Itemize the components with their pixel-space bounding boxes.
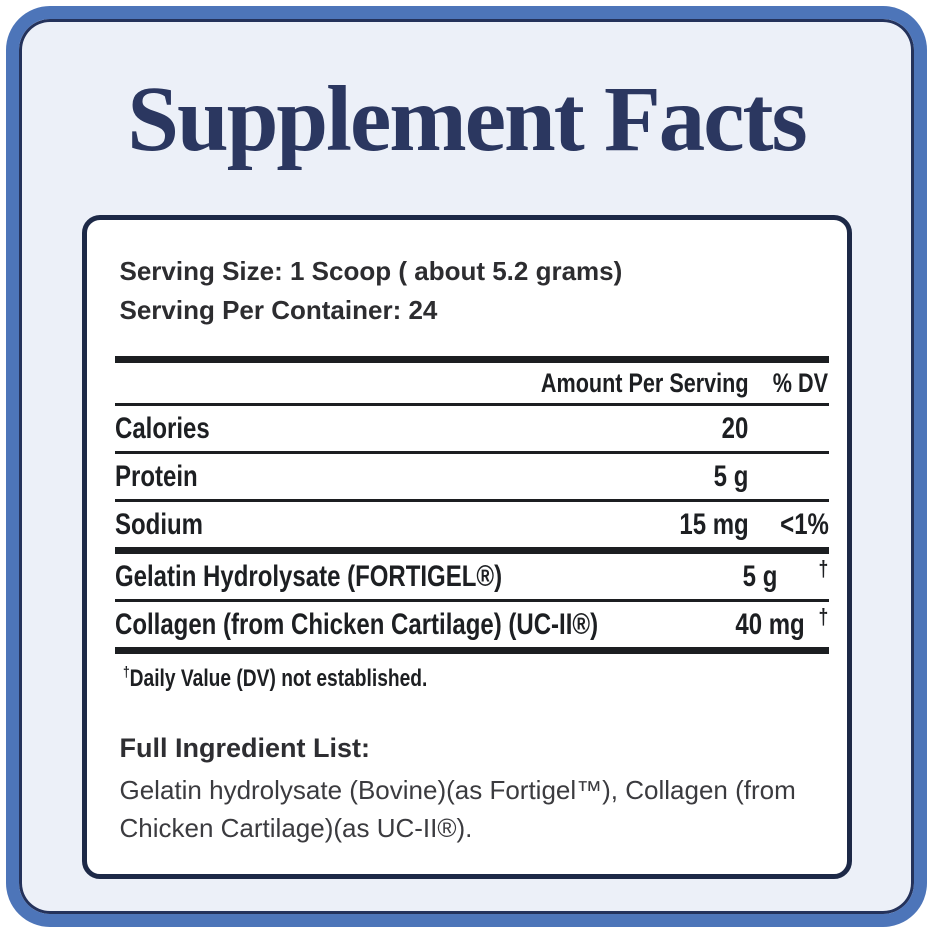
divider-thick	[114, 356, 829, 364]
divider-thin	[114, 499, 829, 503]
divider-thick	[114, 547, 829, 555]
nutrient-amount: 40 mg	[735, 607, 806, 641]
footnote-text: Daily Value (DV) not established.	[129, 665, 427, 693]
supplement-facts-panel: Serving Size: 1 Scoop ( about 5.2 grams)…	[81, 215, 852, 879]
nutrient-dv: †	[818, 603, 829, 629]
column-header-dv: % DV	[773, 367, 829, 398]
table-row: Gelatin Hydrolysate (FORTIGEL®) 5 g †	[115, 554, 829, 599]
table-row: Collagen (from Chicken Cartilage) (UC-II…	[115, 602, 829, 647]
ingredients-section: Full Ingredient List: Gelatin hydrolysat…	[120, 733, 829, 847]
ingredients-text: Gelatin hydrolysate (Bovine)(as Fortigel…	[119, 775, 796, 843]
dagger-symbol: †	[122, 664, 130, 682]
label-frame: Supplement Facts Serving Size: 1 Scoop (…	[6, 6, 927, 927]
nutrient-name: Protein	[114, 459, 198, 493]
nutrient-name: Collagen (from Chicken Cartilage) (UC-II…	[114, 607, 598, 641]
ingredients-heading: Full Ingredient List:	[119, 733, 371, 764]
nutrient-name: Calories	[114, 411, 210, 445]
nutrient-dv: †	[818, 555, 829, 581]
column-header-amount: Amount Per Serving	[540, 367, 749, 398]
nutrient-dv: <1%	[779, 507, 829, 541]
nutrient-name: Sodium	[114, 507, 203, 541]
table-row: Sodium 15 mg <1%	[115, 502, 829, 547]
nutrient-amount: 20	[721, 411, 749, 445]
dv-footnote: †Daily Value (DV) not established.	[123, 664, 829, 693]
page-title: Supplement Facts	[127, 68, 807, 171]
nutrient-name: Gelatin Hydrolysate (FORTIGEL®)	[114, 559, 502, 593]
nutrient-amount: 15 mg	[679, 507, 749, 541]
table-row: Protein 5 g	[115, 454, 829, 499]
divider-thin	[114, 451, 829, 455]
divider-thin	[114, 403, 829, 407]
divider-thick	[114, 647, 829, 655]
servings-per-container-text: Serving Per Container: 24	[119, 295, 438, 326]
table-row: Calories 20	[115, 406, 829, 451]
nutrient-amount: 5 g	[713, 459, 749, 493]
divider-thin	[114, 599, 829, 603]
table-header-row: Amount Per Serving % DV	[115, 363, 829, 403]
nutrient-amount: 5 g	[742, 559, 778, 593]
serving-size-text: Serving Size: 1 Scoop ( about 5.2 grams)	[119, 256, 623, 287]
